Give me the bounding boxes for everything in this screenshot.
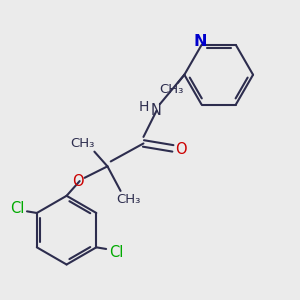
Text: CH₃: CH₃ [159, 83, 184, 96]
Text: Cl: Cl [10, 201, 24, 216]
Text: O: O [72, 174, 84, 189]
Text: O: O [175, 142, 187, 158]
Text: CH₃: CH₃ [116, 193, 141, 206]
Text: H: H [138, 100, 148, 115]
Text: CH₃: CH₃ [71, 137, 95, 150]
Text: Cl: Cl [109, 245, 123, 260]
Text: N: N [151, 103, 162, 118]
Text: N: N [193, 34, 207, 49]
